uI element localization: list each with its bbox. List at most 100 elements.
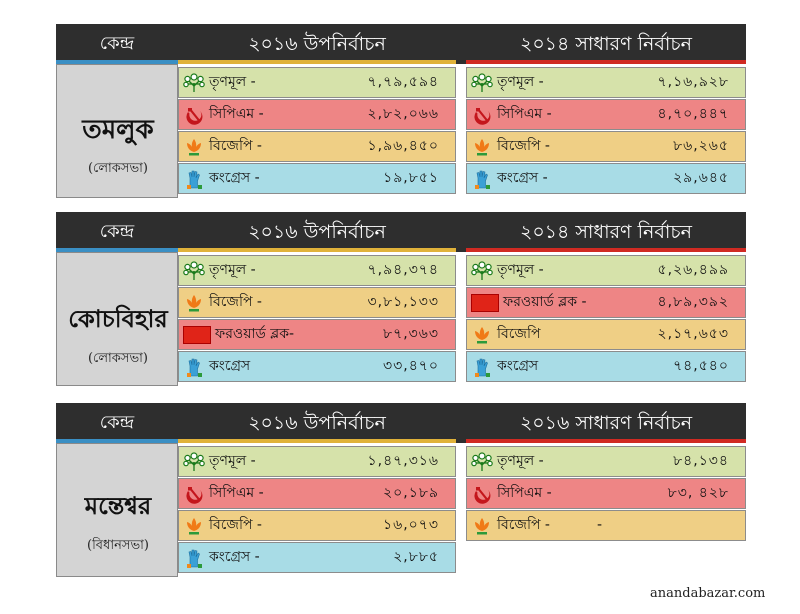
- vote-count: ১৯,৮৫১: [383, 170, 439, 186]
- col2-title: ২০১৪ সাধারণ নির্বাচন: [519, 221, 693, 243]
- lotus-icon: [471, 324, 493, 346]
- party-name: সিপিএম -: [209, 485, 264, 501]
- trinamool-flower-icon: [471, 72, 493, 94]
- vote-count: ২,৮৮৫: [393, 549, 439, 565]
- result-row: তৃণমূল - ১,৪৭,৩১৬: [178, 446, 456, 477]
- center-label: কেন্দ্র: [99, 221, 135, 242]
- section-header: কেন্দ্র ২০১৬ উপনির্বাচন ২০১৬ সাধারণ নির্…: [56, 403, 746, 443]
- header-stripe: [178, 60, 456, 64]
- col2-title: ২০১৪ সাধারণ নির্বাচন: [519, 33, 693, 55]
- result-row: কংগ্রেস - ১৯,৮৫১: [178, 163, 456, 194]
- vote-count: ৮৪,১৩৪: [673, 453, 729, 469]
- party-name: তৃণমূল -: [497, 74, 544, 90]
- party-name: তৃণমূল -: [209, 453, 256, 469]
- party-name: বিজেপি: [497, 326, 541, 342]
- forward-bloc-tiger-icon: [471, 294, 499, 312]
- vote-count: ২,১৭,৬৫৩: [657, 326, 729, 342]
- vote-count: ৮৭,৩৬৩: [383, 326, 439, 342]
- party-name: বিজেপি -: [209, 517, 262, 533]
- constituency-section: কেন্দ্র ২০১৬ উপনির্বাচন ২০১৪ সাধারণ নির্…: [56, 212, 746, 388]
- party-name: বিজেপি -: [209, 138, 262, 154]
- vote-count: ৫,২৬,৪৯৯: [657, 262, 729, 278]
- constituency-type: (লোকসভা): [87, 351, 148, 366]
- result-row: কংগ্রেস ৭৪,৫৪০: [466, 351, 746, 382]
- party-name: বিজেপি -: [209, 294, 262, 310]
- lotus-icon: [183, 292, 205, 314]
- hand-icon: [471, 168, 493, 190]
- result-row: বিজেপি - -: [466, 510, 746, 541]
- party-name: কংগ্রেস -: [209, 549, 260, 565]
- lotus-icon: [471, 136, 493, 158]
- party-name: তৃণমূল -: [497, 262, 544, 278]
- party-name: সিপিএম -: [209, 106, 264, 122]
- vote-count: ২৯,৬৪৫: [673, 170, 729, 186]
- col1-title: ২০১৬ উপনির্বাচন: [248, 33, 386, 55]
- constituency-section: কেন্দ্র ২০১৬ উপনির্বাচন ২০১৬ সাধারণ নির্…: [56, 403, 746, 581]
- vote-count: ১৬,০৭৩: [383, 517, 439, 533]
- vote-count: ৭,৯৪,৩৭৪: [367, 262, 439, 278]
- result-row: ফরওয়ার্ড ব্লক - ৪,৮৯,৩৯২: [466, 287, 746, 318]
- result-row: ফরওয়ার্ড ব্লক- ৮৭,৩৬৩: [178, 319, 456, 350]
- header-stripe: [466, 439, 746, 443]
- hammer-sickle-icon: [471, 483, 493, 505]
- result-row: সিপিএম - ২,৮২,০৬৬: [178, 99, 456, 130]
- constituency-name: তমলুক: [82, 115, 154, 145]
- constituency-section: কেন্দ্র ২০১৬ উপনির্বাচন ২০১৪ সাধারণ নির্…: [56, 24, 746, 200]
- lotus-icon: [471, 515, 493, 537]
- constituency-box: তমলুক (লোকসভা): [56, 64, 178, 198]
- center-label: কেন্দ্র: [99, 412, 135, 433]
- header-stripe: [466, 60, 746, 64]
- vote-count: ১,৯৬,৪৫০: [367, 138, 439, 154]
- result-row: কংগ্রেস ৩৩,৪৭০: [178, 351, 456, 382]
- result-row: বিজেপি - ৮৬,২৬৫: [466, 131, 746, 162]
- trinamool-flower-icon: [183, 72, 205, 94]
- site-credit: anandabazar.com: [650, 586, 766, 601]
- result-row: বিজেপি - ১৬,০৭৩: [178, 510, 456, 541]
- hammer-sickle-icon: [183, 104, 205, 126]
- result-row: তৃণমূল - ৭,১৬,৯২৮: [466, 67, 746, 98]
- result-row: তৃণমূল - ৮৪,১৩৪: [466, 446, 746, 477]
- center-label: কেন্দ্র: [99, 33, 135, 54]
- vote-count: ২,৮২,০৬৬: [367, 106, 439, 122]
- hammer-sickle-icon: [471, 104, 493, 126]
- party-name: কংগ্রেস -: [497, 170, 548, 186]
- party-name: ফরওয়ার্ড ব্লক -: [503, 294, 587, 310]
- party-name: ফরওয়ার্ড ব্লক-: [215, 326, 295, 342]
- section-header: কেন্দ্র ২০১৬ উপনির্বাচন ২০১৪ সাধারণ নির্…: [56, 24, 746, 64]
- constituency-name: কোচবিহার: [68, 304, 168, 333]
- section-header: কেন্দ্র ২০১৬ উপনির্বাচন ২০১৪ সাধারণ নির্…: [56, 212, 746, 252]
- party-name: তৃণমূল -: [497, 453, 544, 469]
- result-row: কংগ্রেস - ২৯,৬৪৫: [466, 163, 746, 194]
- constituency-type: (লোকসভা): [87, 161, 148, 176]
- col1-title: ২০১৬ উপনির্বাচন: [248, 221, 386, 243]
- lotus-icon: [183, 515, 205, 537]
- hand-icon: [183, 356, 205, 378]
- header-stripe: [178, 439, 456, 443]
- constituency-box: কোচবিহার (লোকসভা): [56, 252, 178, 386]
- result-row: বিজেপি - ১,৯৬,৪৫০: [178, 131, 456, 162]
- header-stripe: [178, 248, 456, 252]
- result-row: সিপিএম - ৪,৭০,৪৪৭: [466, 99, 746, 130]
- vote-count: -: [597, 517, 604, 533]
- lotus-icon: [183, 136, 205, 158]
- result-row: বিজেপি - ৩,৮১,১৩৩: [178, 287, 456, 318]
- header-stripe: [466, 248, 746, 252]
- result-row: তৃণমূল - ৭,৯৪,৩৭৪: [178, 255, 456, 286]
- vote-count: ৩৩,৪৭০: [383, 358, 439, 374]
- party-name: সিপিএম -: [497, 106, 552, 122]
- party-name: তৃণমূল -: [209, 262, 256, 278]
- trinamool-flower-icon: [471, 451, 493, 473]
- vote-count: ৩,৮১,১৩৩: [367, 294, 439, 310]
- forward-bloc-tiger-icon: [183, 326, 211, 344]
- trinamool-flower-icon: [471, 260, 493, 282]
- party-name: কংগ্রেস -: [209, 170, 260, 186]
- header-stripe: [56, 248, 178, 252]
- party-name: তৃণমূল -: [209, 74, 256, 90]
- vote-count: ১,৪৭,৩১৬: [367, 453, 439, 469]
- trinamool-flower-icon: [183, 451, 205, 473]
- party-name: সিপিএম -: [497, 485, 552, 501]
- hand-icon: [471, 356, 493, 378]
- vote-count: ৮৬,২৬৫: [673, 138, 729, 154]
- vote-count: ২০,১৮৯: [383, 485, 439, 501]
- party-name: বিজেপি -: [497, 517, 550, 533]
